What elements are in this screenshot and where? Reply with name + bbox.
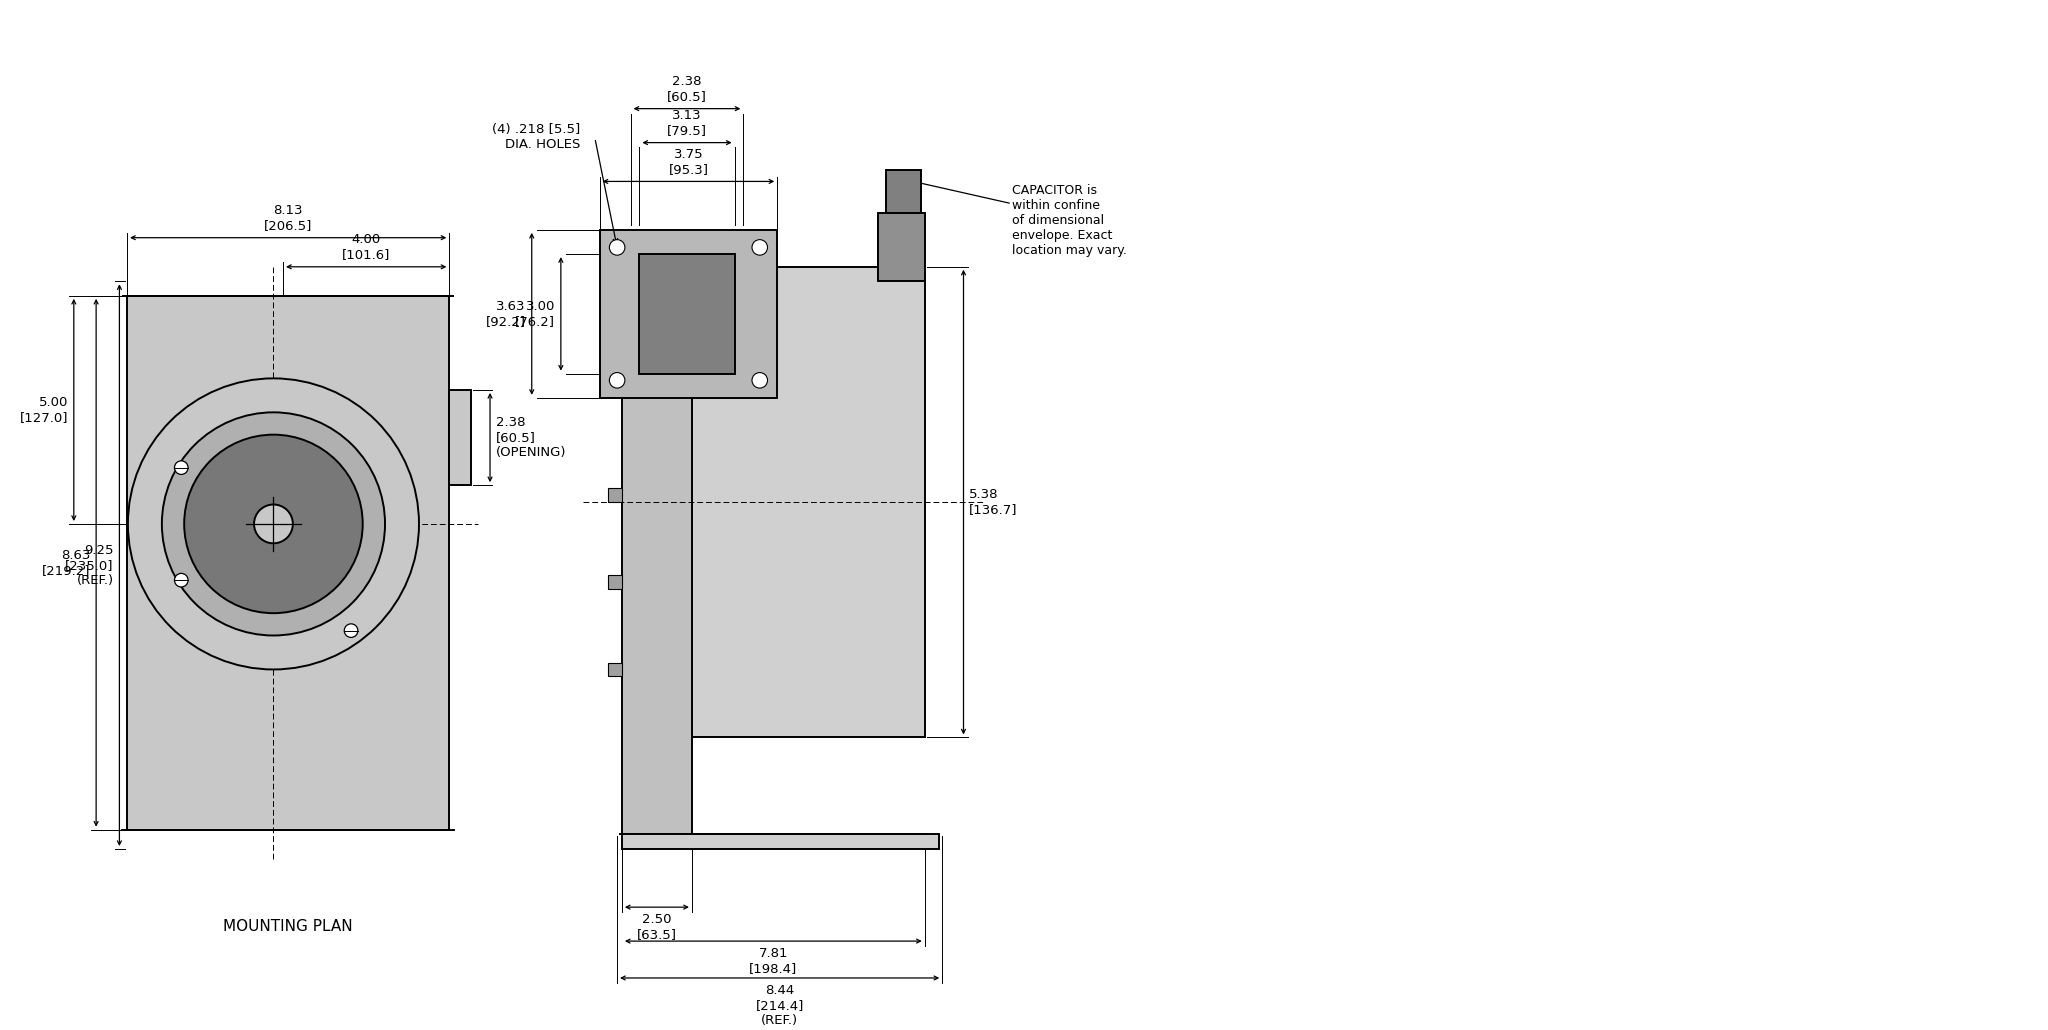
Text: 3.13
[79.5]: 3.13 [79.5] xyxy=(668,109,707,137)
Text: 2.38
[60.5]
(OPENING): 2.38 [60.5] (OPENING) xyxy=(496,416,567,459)
Polygon shape xyxy=(623,252,692,834)
Polygon shape xyxy=(887,170,922,213)
Circle shape xyxy=(254,505,293,543)
Text: (4) .218 [5.5]
DIA. HOLES: (4) .218 [5.5] DIA. HOLES xyxy=(492,124,580,151)
Circle shape xyxy=(174,574,188,587)
Text: 9.25
[235.0]
(REF.): 9.25 [235.0] (REF.) xyxy=(66,544,113,587)
Text: 2.50
[63.5]: 2.50 [63.5] xyxy=(637,913,678,941)
Polygon shape xyxy=(879,213,926,281)
Text: 3.75
[95.3]: 3.75 [95.3] xyxy=(668,147,709,175)
Text: 2.38
[60.5]: 2.38 [60.5] xyxy=(668,75,707,103)
Text: 3.00
[76.2]: 3.00 [76.2] xyxy=(514,300,555,328)
Polygon shape xyxy=(449,390,471,485)
Polygon shape xyxy=(127,296,449,829)
Polygon shape xyxy=(608,488,623,502)
Circle shape xyxy=(752,373,768,388)
Circle shape xyxy=(610,240,625,255)
Text: 8.44
[214.4]
(REF.): 8.44 [214.4] (REF.) xyxy=(756,984,803,1027)
Text: 8.63
[219.2]: 8.63 [219.2] xyxy=(41,549,90,577)
Polygon shape xyxy=(623,834,940,849)
Circle shape xyxy=(184,435,362,613)
Text: 5.38
[136.7]: 5.38 [136.7] xyxy=(969,488,1018,516)
Polygon shape xyxy=(608,662,623,677)
Circle shape xyxy=(162,412,385,636)
Text: 7.81
[198.4]: 7.81 [198.4] xyxy=(750,947,797,975)
Polygon shape xyxy=(692,267,926,737)
Text: MOUNTING PLAN: MOUNTING PLAN xyxy=(223,919,352,934)
Polygon shape xyxy=(639,254,735,374)
Circle shape xyxy=(610,373,625,388)
Circle shape xyxy=(344,624,358,638)
Circle shape xyxy=(127,378,420,670)
Text: 5.00
[127.0]: 5.00 [127.0] xyxy=(20,396,68,424)
Circle shape xyxy=(752,240,768,255)
Text: 3.63
[92.2]: 3.63 [92.2] xyxy=(485,300,526,328)
Polygon shape xyxy=(600,230,778,398)
Circle shape xyxy=(174,460,188,475)
Text: 8.13
[206.5]: 8.13 [206.5] xyxy=(264,204,313,232)
Text: CAPACITOR is
within confine
of dimensional
envelope. Exact
location may vary.: CAPACITOR is within confine of dimension… xyxy=(1012,184,1126,258)
Polygon shape xyxy=(608,576,623,589)
Text: 4.00
[101.6]: 4.00 [101.6] xyxy=(342,233,391,261)
